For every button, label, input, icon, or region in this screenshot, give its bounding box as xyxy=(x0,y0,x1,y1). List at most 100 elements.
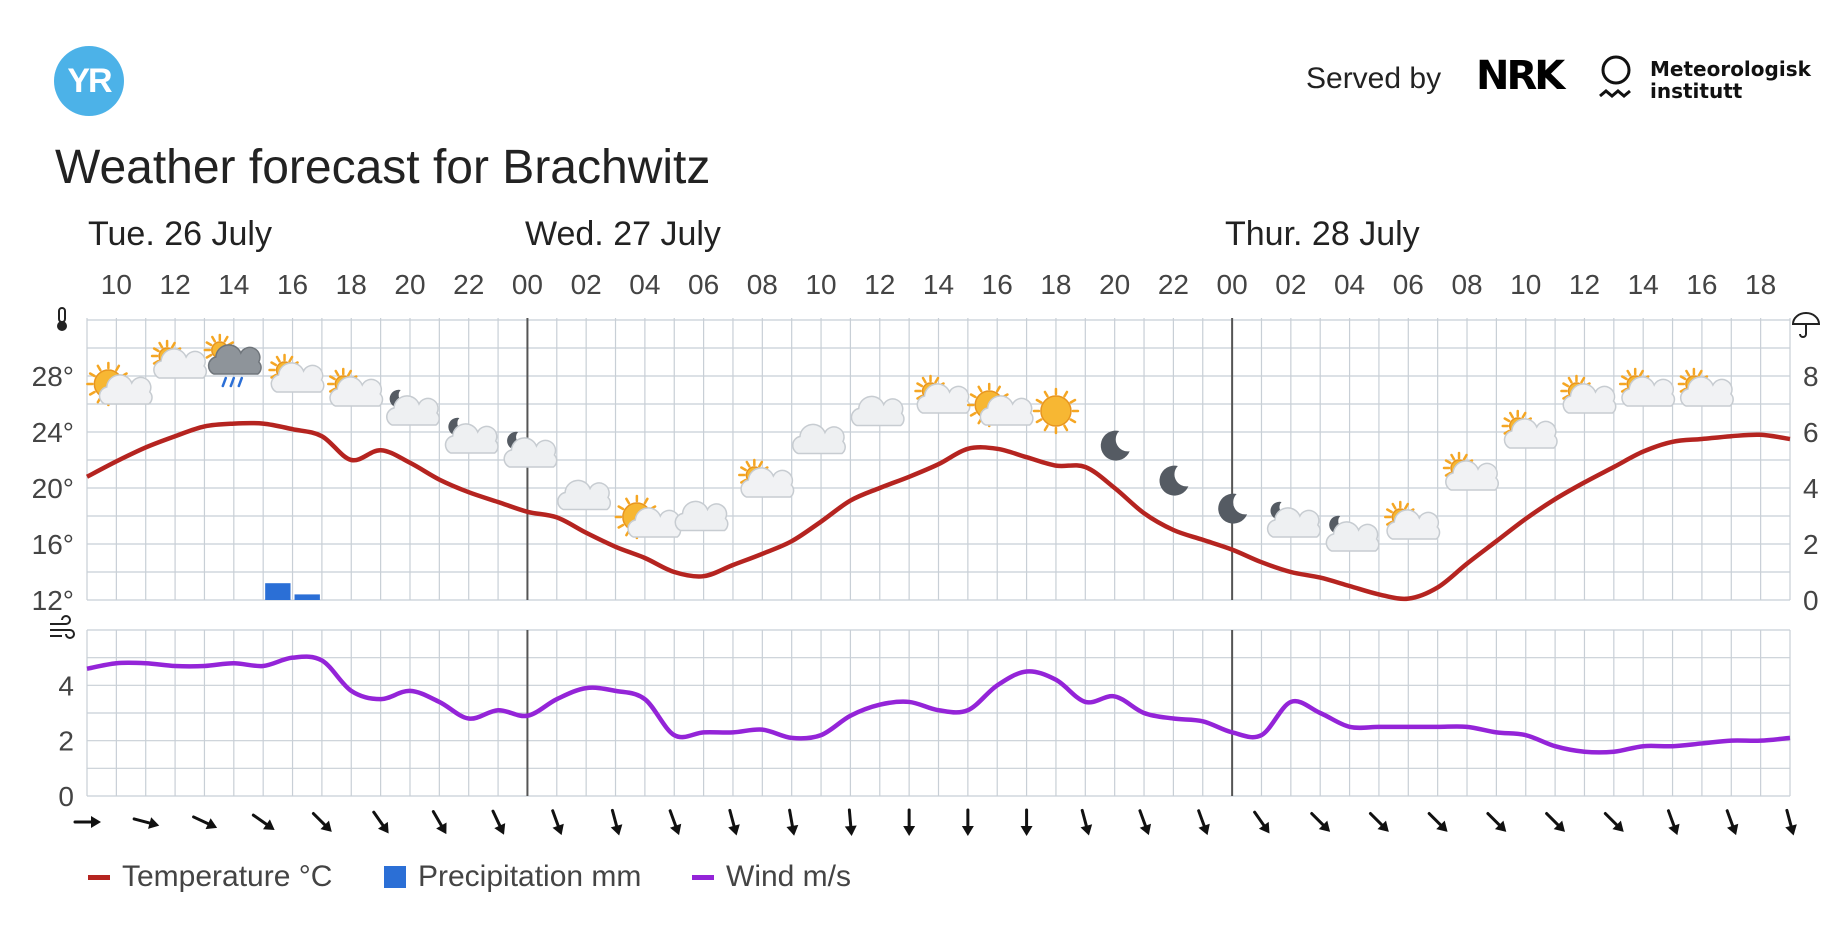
wind-arrow xyxy=(1080,808,1093,836)
partly-cloudy-night-icon xyxy=(386,389,440,426)
wind-arrow xyxy=(1310,812,1331,832)
wind-direction-arrows xyxy=(73,808,1797,836)
hour-tick-label: 08 xyxy=(747,269,778,300)
partly-cloudy-day-icon xyxy=(1442,451,1499,491)
partly-cloudy-day-icon xyxy=(150,339,208,379)
wind-arrow xyxy=(1253,810,1270,834)
thermometer-icon xyxy=(57,307,67,331)
hour-tick-label: 16 xyxy=(1686,269,1717,300)
clear-sky-night-icon xyxy=(1100,430,1130,461)
precipitation-tick-label: 8 xyxy=(1803,361,1819,392)
hour-tick-label: 10 xyxy=(101,269,132,300)
hour-tick-label: 12 xyxy=(864,269,895,300)
partly-cloudy-day-icon xyxy=(268,353,325,393)
wind-arrow xyxy=(903,808,916,836)
wind-arrow xyxy=(1545,812,1566,832)
wind-arrow xyxy=(431,810,447,835)
day-labels: Tue. 26 July Wed. 27 July Thur. 28 July xyxy=(88,215,1420,253)
partly-cloudy-day-icon xyxy=(614,494,682,540)
temperature-tick-label: 16° xyxy=(32,529,74,560)
precipitation-tick-label: 6 xyxy=(1803,417,1819,448)
hour-tick-label: 20 xyxy=(1099,269,1130,300)
met-institute-logo[interactable]: Meteorologisk institutt xyxy=(1650,58,1811,102)
precipitation-tick-label: 4 xyxy=(1803,473,1819,504)
legend-wind-swatch xyxy=(692,874,714,880)
met-institute-icon xyxy=(1599,55,1631,98)
hour-tick-label: 06 xyxy=(1393,269,1424,300)
legend-precipitation-label: Precipitation mm xyxy=(418,860,642,893)
partly-cloudy-day-icon xyxy=(1501,409,1558,449)
wind-arrow xyxy=(1427,812,1448,832)
precipitation-tick-label: 2 xyxy=(1803,529,1819,560)
page-title: Weather forecast for Brachwitz xyxy=(55,141,711,194)
temperature-tick-label: 28° xyxy=(32,361,74,392)
wind-arrow xyxy=(192,815,218,830)
legend-temperature-label: Temperature °C xyxy=(122,860,333,893)
wind-arrow xyxy=(844,808,857,836)
partly-cloudy-night-icon xyxy=(444,417,499,454)
wind-arrow xyxy=(251,813,275,831)
wind-arrow xyxy=(1603,812,1624,832)
hour-tick-label: 08 xyxy=(1451,269,1482,300)
served-by-label: Served by xyxy=(1306,62,1442,95)
partly-cloudy-day-icon xyxy=(966,382,1034,428)
wind-line xyxy=(86,654,1791,755)
wind-arrow xyxy=(311,812,332,832)
hour-tick-label: 10 xyxy=(1510,269,1541,300)
partly-cloudy-day-icon xyxy=(1677,367,1734,407)
met-logo-line1: Meteorologisk xyxy=(1650,57,1811,81)
day-label: Tue. 26 July xyxy=(88,215,272,253)
temperature-line xyxy=(85,420,1791,602)
hour-tick-labels: 10 12 14 16 18 20 22 00 02 04 06 08 10 12 14 16 18 20 22 00… xyxy=(101,269,1776,300)
wind-arrow xyxy=(551,809,564,836)
hour-tick-label: 04 xyxy=(629,269,660,300)
wind-arrow xyxy=(73,816,101,828)
wind-arrow xyxy=(1368,812,1389,832)
partly-cloudy-night-icon xyxy=(503,431,558,468)
clear-sky-day-icon xyxy=(1032,387,1080,435)
precipitation-bar xyxy=(294,594,320,600)
wind-tick-label: 0 xyxy=(58,781,74,812)
wind-arrow xyxy=(1725,809,1739,836)
hour-tick-label: 04 xyxy=(1334,269,1365,300)
wind-tick-label: 2 xyxy=(58,726,74,757)
hour-tick-label: 10 xyxy=(805,269,836,300)
precipitation-bar xyxy=(265,583,291,600)
wind-arrow xyxy=(1666,809,1680,836)
hour-tick-label: 00 xyxy=(512,269,543,300)
temperature-tick-label: 20° xyxy=(32,473,74,504)
partly-cloudy-night-icon xyxy=(1325,515,1380,552)
partly-cloudy-night-icon xyxy=(1266,501,1321,538)
hour-tick-label: 18 xyxy=(336,269,367,300)
partly-cloudy-day-icon xyxy=(1560,374,1617,414)
day-label: Thur. 28 July xyxy=(1225,215,1420,253)
wind-arrow xyxy=(491,809,506,835)
cloudy-icon xyxy=(792,423,846,455)
precipitation-bars xyxy=(265,583,320,600)
wind-arrow xyxy=(961,808,974,836)
wind-arrow xyxy=(668,809,682,836)
temperature-tick-label: 24° xyxy=(32,417,74,448)
cloudy-icon xyxy=(557,479,612,511)
wind-series xyxy=(86,654,1791,755)
hour-tick-label: 20 xyxy=(394,269,425,300)
wind-arrow xyxy=(728,808,740,836)
clear-sky-night-icon xyxy=(1159,465,1189,496)
hour-tick-label: 14 xyxy=(923,269,954,300)
wind-arrow xyxy=(1197,809,1210,836)
wind-arrow xyxy=(372,810,389,834)
wind-arrow xyxy=(1785,808,1797,836)
rain-showers-day-icon xyxy=(203,333,262,388)
partly-cloudy-day-icon xyxy=(738,458,795,498)
cloudy-icon xyxy=(674,500,729,532)
legend-wind: Wind m/s xyxy=(692,860,851,894)
legend-precipitation-swatch xyxy=(384,866,406,888)
temperature-series xyxy=(85,420,1791,602)
partly-cloudy-day-icon xyxy=(327,367,384,407)
nrk-logo[interactable]: NRK xyxy=(1476,53,1565,99)
hour-tick-label: 00 xyxy=(1217,269,1248,300)
yr-logo[interactable]: YR xyxy=(54,46,124,116)
wind-arrow xyxy=(1138,809,1152,836)
weather-icons xyxy=(86,333,1734,552)
temperature-axis: 12° 16° 20° 24° 28° xyxy=(32,361,74,616)
